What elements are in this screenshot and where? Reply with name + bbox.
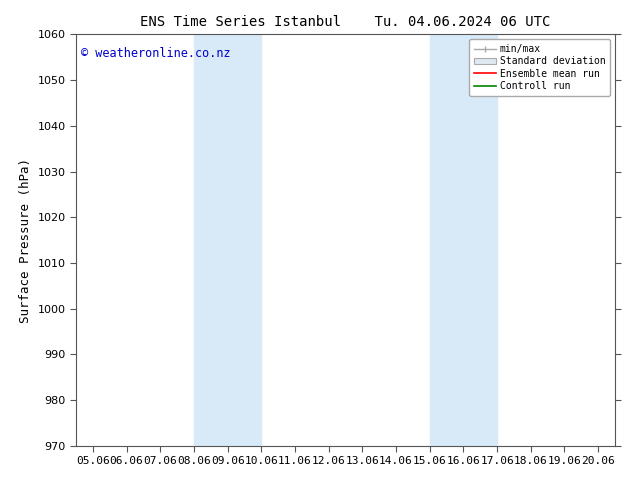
Legend: min/max, Standard deviation, Ensemble mean run, Controll run: min/max, Standard deviation, Ensemble me…: [469, 39, 610, 96]
Title: ENS Time Series Istanbul    Tu. 04.06.2024 06 UTC: ENS Time Series Istanbul Tu. 04.06.2024 …: [140, 15, 551, 29]
Bar: [194, 34, 261, 446]
Bar: [430, 34, 497, 446]
Text: © weatheronline.co.nz: © weatheronline.co.nz: [81, 47, 231, 60]
Y-axis label: Surface Pressure (hPa): Surface Pressure (hPa): [19, 158, 32, 322]
